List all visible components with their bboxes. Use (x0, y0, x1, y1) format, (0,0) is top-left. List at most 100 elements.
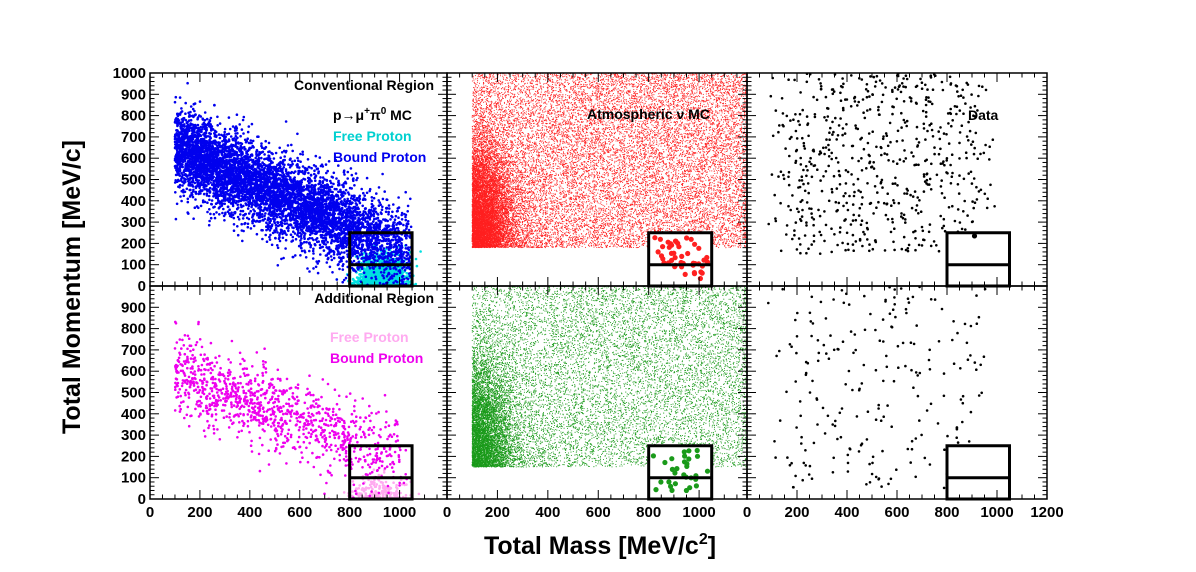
data-point (367, 276, 370, 280)
data-point (199, 115, 203, 118)
data-point (272, 215, 276, 218)
data-point (353, 248, 356, 251)
data-point (372, 267, 375, 270)
data-point (361, 204, 365, 208)
data-point (359, 280, 363, 284)
data-point (184, 118, 188, 122)
data-point (312, 252, 315, 255)
data-point (390, 272, 394, 275)
data-point (370, 196, 374, 199)
data-point (265, 221, 268, 224)
data-point (307, 171, 310, 175)
data-point (206, 135, 210, 138)
data-point (372, 258, 376, 261)
data-point (261, 215, 264, 219)
data-point (327, 256, 330, 260)
data-point (358, 273, 361, 276)
data-point (301, 150, 305, 154)
data-point (303, 240, 306, 244)
data-point (405, 254, 409, 257)
data-point (392, 246, 395, 249)
data-point (322, 249, 326, 252)
data-point (267, 141, 271, 145)
data-point (385, 275, 389, 278)
data-point (218, 122, 222, 125)
data-point (392, 203, 395, 206)
data-point (289, 233, 293, 236)
data-point (372, 212, 376, 215)
data-point (257, 135, 260, 138)
data-point (236, 136, 239, 140)
data-point (407, 272, 411, 275)
data-point (387, 254, 391, 257)
data-point (273, 221, 277, 225)
data-point (379, 277, 382, 281)
data-point (399, 254, 403, 257)
data-point (209, 216, 213, 220)
data-point (239, 134, 242, 138)
data-point (325, 261, 329, 264)
data-point (314, 154, 318, 158)
data-point (199, 204, 203, 208)
data-point (343, 198, 346, 201)
data-point (361, 212, 365, 215)
data-point (269, 226, 273, 230)
data-point (382, 247, 386, 250)
data-point (391, 269, 395, 273)
data-point (216, 124, 219, 127)
data-point (342, 278, 346, 282)
data-point (264, 233, 268, 237)
data-point (173, 165, 177, 168)
data-point (409, 197, 412, 201)
data-point (236, 225, 239, 228)
data-point (360, 257, 363, 260)
data-point (175, 149, 179, 153)
data-point (391, 210, 394, 214)
data-point (372, 217, 376, 221)
data-point (374, 275, 377, 279)
data-point (356, 280, 359, 283)
data-point (341, 280, 345, 284)
data-point (194, 178, 198, 182)
data-point (191, 107, 195, 111)
data-point (372, 273, 376, 277)
data-point (223, 219, 226, 222)
data-point (405, 277, 409, 280)
data-point (269, 219, 273, 223)
data-point (268, 238, 272, 241)
data-point (394, 268, 398, 271)
data-point (234, 134, 238, 138)
data-point (370, 202, 374, 206)
data-point (280, 257, 283, 261)
data-point (212, 212, 216, 216)
data-point (381, 279, 384, 282)
data-point (260, 146, 264, 149)
data-point (296, 132, 299, 136)
data-point (174, 217, 178, 221)
data-point (276, 221, 280, 224)
data-point (289, 157, 292, 160)
data-point (203, 200, 207, 204)
data-point (363, 194, 367, 197)
data-point (338, 252, 342, 256)
data-point (314, 265, 318, 269)
data-point (354, 198, 357, 202)
data-point (352, 177, 355, 180)
data-point (239, 209, 243, 213)
data-point (290, 170, 294, 174)
data-point (313, 169, 316, 172)
data-point (242, 229, 245, 233)
data-point (406, 251, 410, 255)
data-point (338, 267, 341, 271)
data-point (398, 266, 402, 270)
data-point (343, 173, 346, 176)
data-point (195, 126, 198, 130)
data-point (377, 257, 381, 260)
data-point (300, 237, 303, 240)
data-point (340, 259, 343, 263)
data-point (285, 222, 289, 225)
data-point (397, 216, 400, 219)
data-point (252, 224, 256, 228)
data-point (209, 181, 212, 184)
data-point (415, 264, 419, 268)
